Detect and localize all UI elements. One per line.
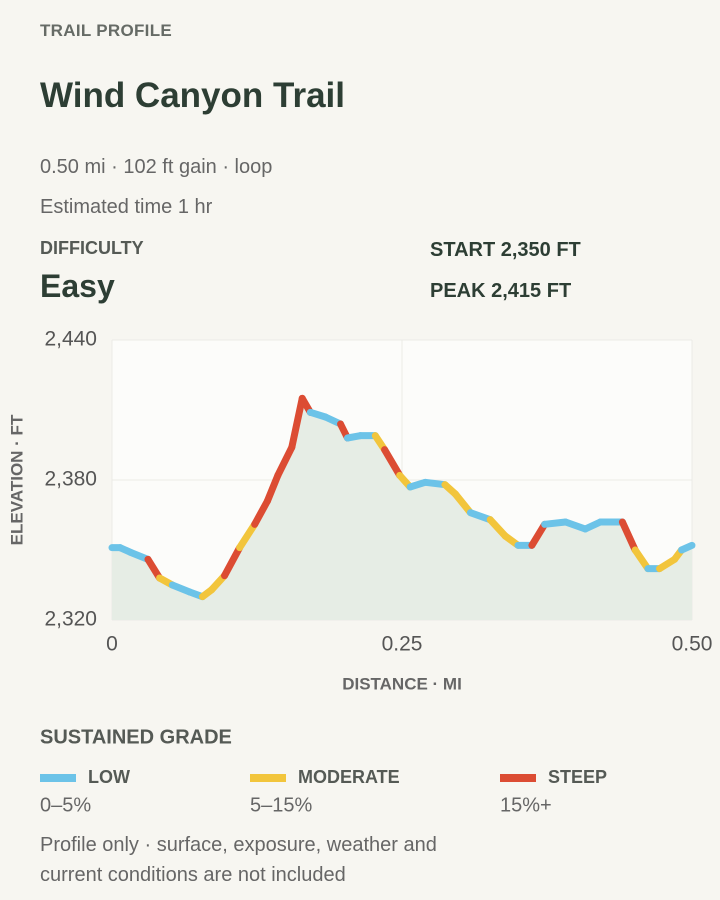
legend-label: MODERATE — [298, 767, 400, 787]
legend-swatch — [40, 774, 76, 782]
grade-segment — [618, 518, 639, 554]
footnote: Profile only · surface, exposure, weathe… — [40, 834, 437, 886]
legend-range: 15%+ — [500, 794, 552, 816]
legend-title: SUSTAINED GRADE — [40, 726, 232, 748]
y-tick-label: 2,440 — [44, 328, 97, 351]
grade-segment — [263, 471, 282, 505]
legend-label: LOW — [88, 767, 130, 787]
grade-segment — [528, 520, 549, 549]
grade-segment — [541, 518, 570, 528]
legend-range: 5–15% — [250, 794, 312, 816]
grade-segment — [288, 394, 306, 451]
grade-segment — [631, 546, 652, 573]
difficulty: Easy — [40, 268, 115, 304]
start-elevation: START 2,350 FT — [430, 239, 581, 261]
summary: 0.50 mi · 102 ft gain · loop — [40, 156, 273, 178]
grade-segment — [236, 520, 259, 552]
legend-swatch — [500, 774, 536, 782]
time: Estimated time 1 hr — [40, 196, 213, 218]
kicker: TRAIL PROFILE — [40, 21, 173, 40]
difficulty-label: DIFFICULTY — [40, 238, 144, 258]
grade-segment — [678, 541, 696, 554]
y-axis-title: ELEVATION · FT — [7, 414, 26, 545]
grade-segment — [251, 497, 271, 528]
x-tick-label: 0.50 — [672, 633, 713, 656]
grade-segment — [486, 516, 509, 540]
grade-segment — [381, 446, 404, 479]
legend-label: STEEP — [548, 767, 607, 787]
peak-elevation: PEAK 2,415 FT — [430, 280, 572, 302]
x-axis-title: DISTANCE · MI — [342, 674, 462, 693]
y-tick-label: 2,380 — [44, 468, 97, 491]
x-tick-label: 0.25 — [382, 633, 423, 656]
grade-segment — [221, 544, 244, 580]
legend-swatch — [250, 774, 286, 782]
grade-segment — [144, 555, 164, 582]
elevation-area — [112, 398, 692, 620]
legend-range: 0–5% — [40, 794, 91, 816]
x-tick-label: 0 — [106, 633, 118, 656]
grade-segment — [451, 490, 474, 517]
grade-segment — [274, 443, 296, 479]
y-tick-label: 2,320 — [44, 608, 97, 631]
trail-title: Wind Canyon Trail — [40, 76, 345, 115]
